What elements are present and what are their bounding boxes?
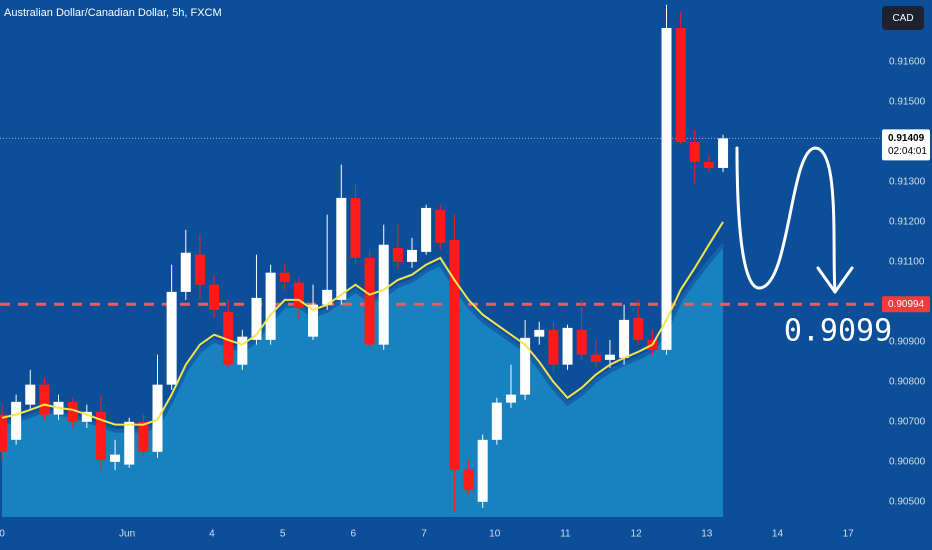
candle-body bbox=[251, 297, 262, 340]
candle-body bbox=[661, 27, 672, 350]
forecast-arrow bbox=[735, 146, 837, 294]
candle-body bbox=[95, 411, 106, 460]
candle-body bbox=[194, 254, 205, 285]
x-tick-label: 7 bbox=[421, 529, 427, 540]
candle-body bbox=[421, 207, 432, 252]
candle-body bbox=[505, 394, 516, 403]
candle-body bbox=[81, 411, 92, 422]
candle-body bbox=[407, 249, 418, 262]
level-label-box bbox=[882, 296, 930, 313]
candle-body bbox=[477, 439, 488, 502]
x-tick-label: 6 bbox=[351, 529, 357, 540]
candle-body bbox=[138, 421, 149, 452]
candle-body bbox=[166, 291, 177, 385]
x-tick-label: 14 bbox=[772, 529, 784, 540]
y-tick-label: 0.91600 bbox=[889, 57, 926, 68]
countdown: 02:04:01 bbox=[888, 146, 927, 157]
y-tick-label: 0.90700 bbox=[889, 416, 926, 427]
candle-body bbox=[576, 329, 587, 355]
chart-title: Australian Dollar/Canadian Dollar, 5h, F… bbox=[4, 7, 222, 19]
y-tick-label: 0.90900 bbox=[889, 337, 926, 348]
currency-button[interactable] bbox=[882, 6, 924, 30]
candle-body bbox=[265, 272, 276, 340]
candle-body bbox=[11, 401, 22, 440]
candle-body bbox=[322, 289, 333, 305]
candle-body bbox=[590, 354, 601, 362]
candle-body bbox=[449, 239, 460, 470]
moving-average bbox=[1, 221, 724, 426]
y-tick-label: 0.91100 bbox=[889, 257, 925, 268]
indicator-area-edge bbox=[1, 243, 725, 433]
x-tick-label: 13 bbox=[701, 529, 713, 540]
x-tick-label: 5 bbox=[280, 529, 286, 540]
y-tick-label: 0.91300 bbox=[889, 177, 926, 188]
y-tick-label: 0.91200 bbox=[889, 217, 926, 228]
indicator-area bbox=[1, 244, 724, 517]
candle-body bbox=[67, 401, 78, 422]
candle-body bbox=[435, 209, 446, 243]
candle-body bbox=[633, 317, 644, 340]
candle-body bbox=[237, 336, 248, 365]
candle-body bbox=[180, 252, 191, 292]
candle-body bbox=[209, 284, 220, 310]
candle-body bbox=[110, 454, 121, 462]
candle-body bbox=[619, 319, 630, 358]
candle-body bbox=[562, 327, 573, 365]
candle-body bbox=[548, 329, 559, 365]
y-tick-label: 0.90800 bbox=[889, 376, 926, 387]
candle-body bbox=[703, 161, 714, 168]
candle-body bbox=[293, 282, 304, 308]
candle-body bbox=[378, 244, 389, 345]
candle-body bbox=[463, 469, 474, 490]
currency-label[interactable]: CAD bbox=[892, 13, 913, 24]
x-tick-label: 0 bbox=[0, 529, 5, 540]
y-tick-label: 0.91500 bbox=[889, 97, 926, 108]
candle-body bbox=[491, 402, 502, 440]
candle-body bbox=[279, 272, 290, 282]
candle-body bbox=[39, 384, 50, 415]
plot-area bbox=[0, 4, 880, 517]
y-tick-label: 0.90600 bbox=[889, 456, 926, 467]
candle-body bbox=[0, 414, 7, 452]
arrow-head bbox=[816, 266, 854, 294]
candle-body bbox=[675, 27, 686, 142]
price-label-box bbox=[882, 129, 930, 161]
candle-body bbox=[604, 354, 615, 360]
x-tick-label: 17 bbox=[843, 529, 855, 540]
candle-body bbox=[350, 197, 361, 258]
level-label: 0.90994 bbox=[888, 299, 925, 310]
candle-body bbox=[534, 329, 545, 337]
x-tick-label: 11 bbox=[560, 529, 571, 540]
x-tick-label: Jun bbox=[119, 529, 135, 540]
y-tick-label: 0.90500 bbox=[889, 496, 926, 507]
candle-body bbox=[520, 337, 531, 395]
candle-body bbox=[689, 141, 700, 162]
price-label: 0.91409 bbox=[888, 133, 925, 144]
candle-body bbox=[308, 304, 319, 337]
x-tick-label: 10 bbox=[489, 529, 501, 540]
candle-body bbox=[718, 138, 729, 168]
x-tick-label: 12 bbox=[631, 529, 643, 540]
annotation: 0.9099 bbox=[784, 314, 892, 349]
candle-body bbox=[25, 384, 36, 405]
candle-body bbox=[364, 257, 375, 345]
candle-body bbox=[124, 421, 135, 465]
candle-body bbox=[336, 197, 347, 300]
candle-body bbox=[223, 311, 234, 365]
x-tick-label: 4 bbox=[209, 529, 215, 540]
candle-body bbox=[392, 247, 403, 262]
